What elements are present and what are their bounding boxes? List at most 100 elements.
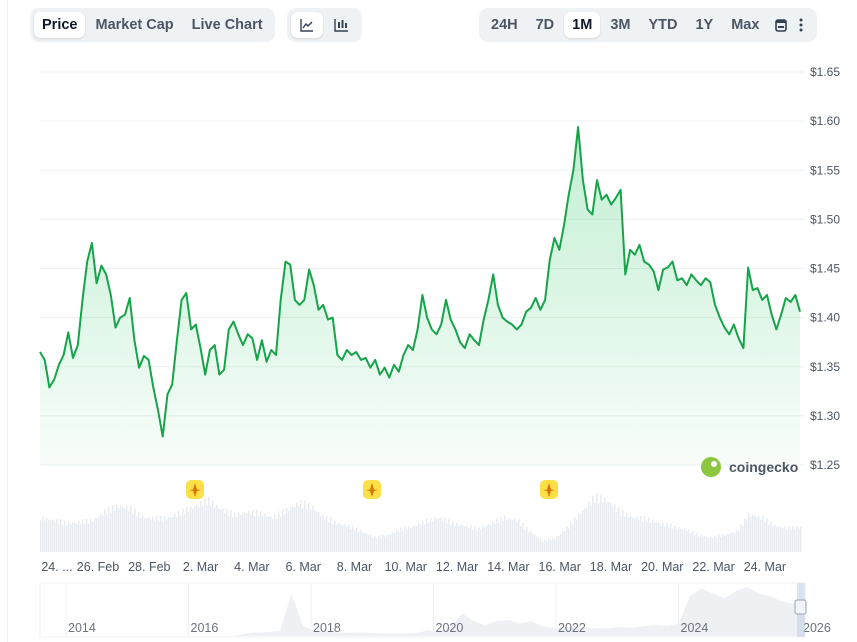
calendar-icon[interactable] [769,12,793,38]
more-vertical-icon[interactable] [795,12,807,38]
volume-bar [348,524,350,552]
volume-bar [452,520,454,552]
volume-bar [376,538,378,552]
volume-bar [208,496,210,552]
volume-bar [716,537,718,552]
volume-bar [492,521,494,552]
volume-bar [614,504,616,552]
volume-bar [688,529,690,552]
volume-bar [454,525,456,552]
volume-bar [758,515,760,552]
volume-bar [260,510,262,552]
y-tick-label: $1.40 [810,311,840,325]
volume-bar [750,516,752,552]
volume-bar [622,509,624,552]
volume-bar [384,536,386,552]
volume-bar [752,514,754,552]
volume-bar [674,525,676,552]
volume-bar [182,508,184,552]
volume-bar [286,507,288,552]
event-marker-icon[interactable] [186,480,204,499]
volume-bar [194,506,196,552]
volume-bar [144,518,146,552]
volume-bar [416,526,418,552]
volume-bar [694,535,696,552]
volume-bar [496,518,498,552]
volume-bar [380,537,382,552]
volume-bar [352,525,354,552]
volume-bar [634,518,636,552]
volume-bar [188,512,190,552]
volume-bar [156,516,158,552]
navigator-history-area [41,587,804,636]
volume-bar [644,515,646,552]
volume-bar [338,523,340,552]
event-marker-icon[interactable] [540,480,558,499]
volume-bar [142,515,144,552]
volume-bar [216,504,218,552]
volume-bar [110,513,112,552]
volume-bar [768,524,770,552]
x-tick-label: 22. Mar [692,560,734,574]
volume-bar [536,536,538,552]
volume-bar [398,532,400,552]
volume-bar [500,516,502,552]
volume-bar [788,526,790,552]
tab-price[interactable]: Price [34,12,86,38]
volume-bar [670,523,672,552]
volume-bar [346,527,348,552]
navigator-handle[interactable] [794,599,807,615]
volume-bar [80,524,82,552]
volume-bar [690,533,692,552]
volume-bar [342,525,344,552]
y-tick-label: $1.50 [810,212,840,226]
range-1m[interactable]: 1M [564,12,601,38]
candlestick-chart-icon[interactable] [325,12,358,38]
volume-bar [86,518,88,552]
volume-bar [592,495,594,552]
volume-bar [700,534,702,552]
volume-bar [176,516,178,552]
volume-bar [228,515,230,552]
volume-bar [602,502,604,552]
volume-bar [596,493,598,552]
tab-live-chart[interactable]: Live Chart [191,17,263,33]
volume-bar [580,514,582,552]
volume-bar [428,522,430,552]
range-max[interactable]: Max [731,17,760,33]
volume-bar [128,511,130,552]
volume-bar [90,518,92,552]
line-chart-icon[interactable] [291,12,323,38]
range-ytd[interactable]: YTD [648,17,678,33]
volume-bar [474,526,476,552]
volume-bar [524,529,526,552]
range-1y[interactable]: 1Y [695,17,714,33]
volume-bar [112,505,114,552]
volume-bar [234,511,236,552]
volume-bar [410,528,412,552]
x-tick-label: 18. Mar [590,560,632,574]
volume-bar [728,534,730,552]
x-tick-label: 24. ... [41,560,72,574]
volume-bar [514,518,516,552]
volume-bar [604,497,606,552]
volume-bar [272,519,274,552]
volume-bar [274,514,276,552]
tab-market-cap[interactable]: Market Cap [95,17,174,33]
volume-bar [464,526,466,552]
event-marker-icon[interactable] [363,480,381,499]
range-7d[interactable]: 7D [535,17,555,33]
range-24h[interactable]: 24H [491,17,518,33]
volume-bar [628,517,630,552]
volume-bar [324,520,326,552]
volume-bar [598,503,600,552]
volume-bar [148,517,150,552]
volume-bar [462,525,464,552]
volume-bar [306,509,308,552]
volume-bar [626,512,628,552]
volume-bar [586,507,588,552]
range-3m[interactable]: 3M [610,17,631,33]
volume-bar [282,509,284,552]
volume-bar [518,519,520,552]
